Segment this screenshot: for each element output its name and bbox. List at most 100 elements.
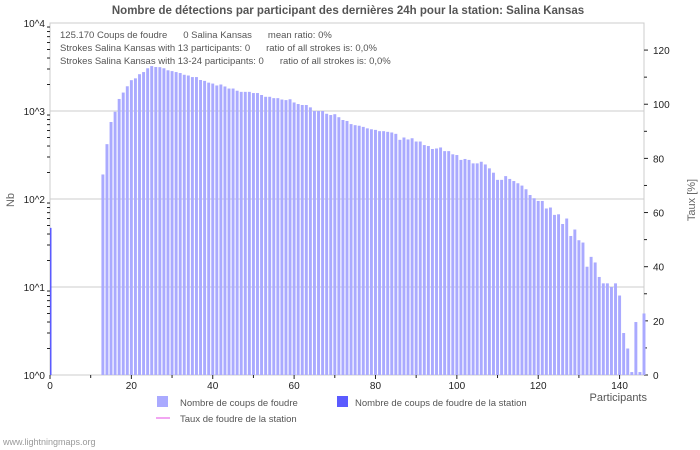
bar: [398, 139, 402, 375]
bar: [630, 372, 634, 375]
bar: [178, 73, 182, 376]
bar: [308, 107, 312, 375]
bar: [609, 287, 613, 375]
bar: [492, 172, 495, 375]
bar: [483, 164, 487, 375]
x-tick-label: 140: [611, 381, 628, 392]
legend-label-station: Nombre de coups de foudre de la station: [355, 398, 527, 409]
legend-swatch-station: [337, 396, 348, 407]
bar: [532, 198, 536, 375]
info-line: Strokes Salina Kansas with 13-24 partici…: [60, 56, 391, 67]
bar: [272, 98, 276, 375]
y-tick-label: 10^4: [24, 19, 46, 30]
y2-tick-label: 20: [653, 317, 665, 328]
bar: [235, 90, 239, 376]
bar: [365, 128, 369, 375]
bar: [577, 240, 581, 375]
bar: [333, 114, 337, 375]
legend-swatch-strokes: [157, 396, 168, 407]
bar: [435, 148, 438, 375]
bar: [622, 333, 626, 375]
bar: [361, 126, 365, 376]
bar: [528, 195, 532, 375]
bar: [150, 66, 154, 376]
y2-tick-label: 40: [653, 263, 665, 274]
bar: [203, 80, 207, 375]
bar: [312, 111, 316, 375]
bar: [585, 266, 589, 375]
y-tick-label: 10^2: [24, 195, 46, 206]
bar: [133, 78, 137, 375]
bar: [300, 104, 304, 376]
x-tick-label: 0: [47, 381, 53, 392]
bar: [394, 133, 398, 375]
y2-tick-label: 100: [653, 100, 670, 111]
bar: [512, 181, 516, 375]
bar: [426, 146, 430, 375]
bar: [199, 80, 202, 376]
bar: [422, 145, 426, 375]
bar: [597, 276, 601, 375]
info-text: Strokes Salina Kansas with 13 participan…: [60, 43, 250, 54]
bar: [565, 218, 569, 375]
bar: [638, 372, 642, 375]
y-tick-label: 10^3: [24, 107, 46, 118]
bar: [142, 72, 146, 376]
y2-tick-label: 120: [653, 46, 670, 57]
bar: [215, 85, 219, 375]
bar: [634, 322, 638, 375]
bar: [154, 67, 158, 376]
bar: [109, 121, 113, 376]
bar: [292, 102, 296, 375]
bar: [479, 161, 483, 375]
bar: [386, 131, 390, 375]
bar: [369, 129, 373, 375]
x-tick-label: 100: [449, 381, 466, 392]
bar: [626, 348, 630, 375]
bar: [414, 141, 418, 375]
info-text: 125.170 Coups de foudre: [60, 30, 167, 41]
chart-title: Nombre de détections par participant des…: [112, 5, 584, 17]
bar: [162, 68, 166, 375]
bar: [544, 208, 548, 375]
bar: [166, 70, 170, 376]
bar: [296, 104, 300, 376]
x-tick-label: 40: [207, 381, 219, 392]
legend-label-rate: Taux de foudre de la station: [180, 414, 297, 425]
bar: [459, 159, 463, 375]
bar: [190, 77, 194, 375]
y-axis-label: Nb: [5, 193, 17, 207]
bar: [642, 313, 646, 375]
x-tick-label: 80: [370, 381, 382, 392]
bar: [125, 86, 129, 375]
bar: [256, 93, 259, 375]
bar: [443, 151, 447, 375]
info-text: Strokes Salina Kansas with 13-24 partici…: [60, 56, 264, 67]
bar: [129, 80, 133, 376]
info-line: 125.170 Coups de foudre 0 Salina Kansas me…: [60, 30, 332, 41]
bar: [174, 72, 178, 376]
bar: [264, 96, 268, 375]
bar: [247, 91, 251, 375]
bar: [353, 125, 357, 376]
bar: [378, 131, 382, 375]
bar: [219, 84, 223, 375]
bar: [195, 77, 198, 375]
bar: [321, 111, 325, 375]
bar: [601, 283, 605, 375]
bar: [239, 91, 243, 375]
bar: [406, 139, 410, 375]
bar: [524, 189, 528, 375]
bar: [341, 120, 345, 375]
bar: [357, 125, 361, 375]
bar: [349, 124, 353, 375]
footer-link[interactable]: www.lightningmaps.org: [3, 437, 96, 447]
bar: [455, 155, 459, 375]
bar: [569, 235, 573, 375]
bar: [402, 137, 406, 375]
bar: [410, 138, 414, 375]
bar: [243, 91, 247, 375]
bar: [520, 185, 524, 375]
bar: [117, 98, 121, 375]
